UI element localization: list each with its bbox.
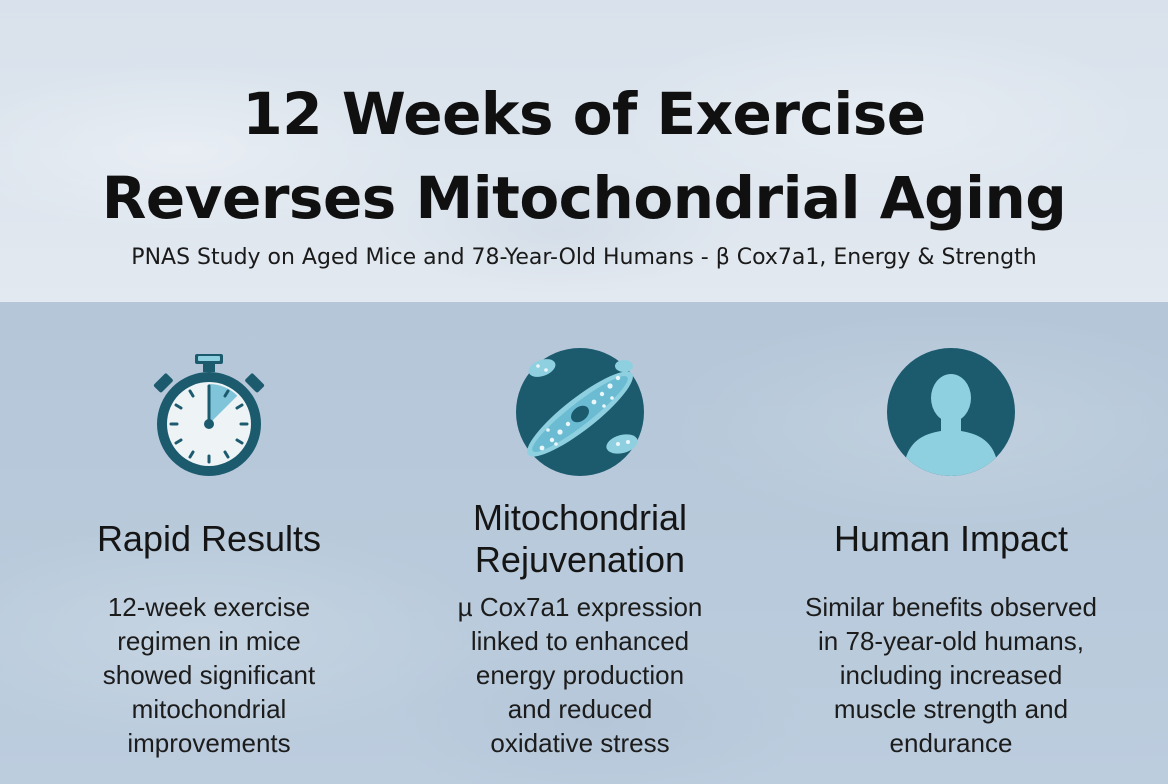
body-human-impact: Similar benefits observed in 78-year-old… — [771, 590, 1131, 760]
body-line: improvements — [127, 728, 291, 758]
body-line: µ Cox7a1 expression — [457, 592, 703, 622]
body-line: energy production — [475, 660, 685, 690]
body-mitochondrial-rejuvenation: µ Cox7a1 expression linked to enhanced e… — [400, 590, 760, 760]
heading-line: Rejuvenation — [474, 539, 686, 580]
body-line: muscle strength and — [833, 694, 1069, 724]
body-line: endurance — [889, 728, 1013, 758]
body-line: Similar benefits observed — [805, 592, 1097, 622]
page-subtitle: PNAS Study on Aged Mice and 78-Year-Old … — [131, 245, 1037, 270]
heading-line: Mitochondrial — [472, 497, 688, 538]
body-line: in 78-year-old humans, — [818, 626, 1084, 656]
body-line: regimen in mice — [117, 626, 301, 656]
body-line: including increased — [839, 660, 1063, 690]
title-line-1: 12 Weeks of Exercise — [242, 80, 926, 148]
mitochondria-icon — [512, 344, 648, 480]
person-icon — [883, 344, 1019, 480]
page-title: 12 Weeks of Exercise Reverses Mitochondr… — [0, 72, 1168, 240]
stopwatch-icon — [141, 344, 277, 480]
title-line-2: Reverses Mitochondrial Aging — [101, 164, 1067, 232]
body-line: oxidative stress — [490, 728, 670, 758]
body-line: mitochondrial — [131, 694, 287, 724]
body-line: showed significant — [102, 660, 316, 690]
body-line: linked to enhanced — [470, 626, 690, 656]
body-rapid-results: 12-week exercise regimen in mice showed … — [29, 590, 389, 760]
heading-human-impact: Human Impact — [833, 518, 1069, 559]
body-line: 12-week exercise — [107, 592, 311, 622]
header-band — [0, 0, 1168, 302]
heading-rapid-results: Rapid Results — [96, 518, 322, 559]
body-line: and reduced — [507, 694, 653, 724]
heading-mitochondrial-rejuvenation: Mitochondrial Rejuvenation — [400, 497, 760, 581]
